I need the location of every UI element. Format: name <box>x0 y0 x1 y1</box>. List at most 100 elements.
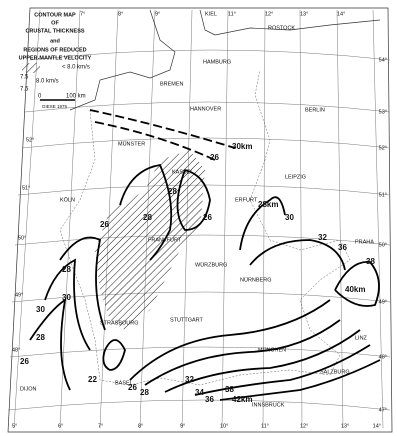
contour-label: 40km <box>345 285 365 294</box>
contour-line <box>176 169 211 231</box>
contour-label: 22 <box>88 375 97 384</box>
city-label: NÜRNBERG <box>240 276 271 283</box>
meridian <box>262 9 266 429</box>
scale-label: 100 km <box>66 94 86 100</box>
contour-label: 36 <box>338 243 347 252</box>
contour-line <box>94 121 216 161</box>
latitude-label: 48° <box>379 354 387 360</box>
contour-label: 38 <box>366 257 375 266</box>
cities: KIEL ROSTOCK HAMBURG BREMEN HANNOVER BER… <box>20 11 374 408</box>
parallel <box>24 101 391 113</box>
city-label: STUTTGART <box>170 317 204 323</box>
contour-label: 34 <box>195 388 204 397</box>
contour-label: 30 <box>36 305 45 314</box>
contour-line <box>249 239 346 271</box>
contour-label: 26 <box>100 220 109 229</box>
border <box>59 69 351 386</box>
longitude-label: 8° <box>118 11 123 17</box>
contour-line <box>219 359 381 401</box>
legend-title: CONTOUR MAP <box>34 12 76 18</box>
latitude-label: 48° <box>12 347 20 353</box>
longitude-label: 9° <box>180 423 185 429</box>
legend-swatch <box>22 63 40 73</box>
legend-item: 7.5 <box>20 75 29 81</box>
city-label: KIEL <box>205 11 217 17</box>
longitude-label: 13° <box>300 11 308 17</box>
city-label: ERFURT <box>235 197 258 203</box>
contour-line <box>59 236 106 331</box>
parallel <box>9 346 391 358</box>
longitude-label: 7° <box>98 423 103 429</box>
city-label: LINZ <box>355 335 368 341</box>
legend-item: 8.0 km/s <box>36 79 59 85</box>
contour-line <box>119 163 173 261</box>
legend-title: REGIONS OF REDUCED <box>23 47 86 53</box>
longitude-label: 7° <box>80 11 85 17</box>
contour-line <box>102 339 126 371</box>
longitude-label: 11° <box>261 423 269 429</box>
city-label: FRANKFURT <box>148 237 182 243</box>
city-label: MÜNSTER <box>118 140 145 147</box>
latitude-label: 47° <box>379 407 387 413</box>
longitude-label: 9° <box>155 11 160 17</box>
contour-line <box>129 299 331 381</box>
legend-title: and <box>50 38 60 44</box>
latitude-label: 51° <box>22 185 30 191</box>
city-label: KASSEL <box>172 169 193 175</box>
city-label: BASEL <box>115 380 133 386</box>
contour-line <box>89 109 236 149</box>
contour-label: 28 <box>143 213 152 222</box>
legend-item: < 8.0 km/s <box>62 65 90 71</box>
graticule-labels: 7° 8° 9° 11° 12° 13° 14° 5° 6° 7° 8° 9° … <box>12 11 387 429</box>
longitude-label: 12° <box>265 11 273 17</box>
longitude-label: 5° <box>12 423 17 429</box>
latitude-label: 53° <box>379 109 387 115</box>
contour-label: 28 <box>140 388 149 397</box>
contour-line <box>44 258 91 351</box>
contour-label: 26 <box>210 153 219 162</box>
map-frame <box>7 7 393 433</box>
legend-item: 7.5 <box>20 87 29 93</box>
latitude-label: 50° <box>379 242 387 248</box>
parallel <box>7 399 391 411</box>
longitude-label: 12° <box>300 423 308 429</box>
city-label: HAMBURG <box>203 59 231 65</box>
latitude-label: 50° <box>18 235 26 241</box>
longitude-label: 10° <box>220 423 228 429</box>
latitude-label: 49° <box>15 292 23 298</box>
city-label: KÖLN <box>60 196 75 203</box>
city-label: BERLIN <box>305 107 325 113</box>
latitude-label: 52° <box>26 137 34 143</box>
meridian <box>221 9 229 429</box>
city-label: WÜRZBURG <box>195 261 227 268</box>
longitude-label: 6° <box>58 423 63 429</box>
contour-label: 30km <box>232 142 252 151</box>
contour-label: 26 <box>128 383 137 392</box>
contour-label: 28km <box>258 200 278 209</box>
contour-label: 38 <box>225 385 234 394</box>
contour-label: 26 <box>203 213 212 222</box>
contour-label: 32 <box>185 375 194 384</box>
coastline <box>69 9 381 111</box>
city-label: MÜNCHEN <box>258 346 286 353</box>
legend-title: UPPER-MANTLE VELOCITY <box>19 55 92 61</box>
legend-title: OF <box>51 20 59 26</box>
meridian <box>336 9 344 429</box>
parallel <box>29 49 391 61</box>
city-label: PRAHA <box>355 239 374 245</box>
longitude-label: 8° <box>138 423 143 429</box>
meridian <box>13 9 41 429</box>
contour-label: 30 <box>62 293 71 302</box>
city-label: LEIPZIG <box>285 174 306 180</box>
contour-line <box>29 298 71 391</box>
city-label: INNSBRUCK <box>252 402 285 408</box>
city-label: BREMEN <box>160 81 184 87</box>
parallel <box>21 137 391 149</box>
latitude-label: 49° <box>379 299 387 305</box>
meridian <box>372 9 384 429</box>
city-label: SALZBURG <box>320 369 350 375</box>
legend-credit: GIESE 1975 <box>42 104 68 109</box>
graticule <box>7 9 391 429</box>
contour-label: 28 <box>62 265 71 274</box>
contours <box>29 109 381 401</box>
